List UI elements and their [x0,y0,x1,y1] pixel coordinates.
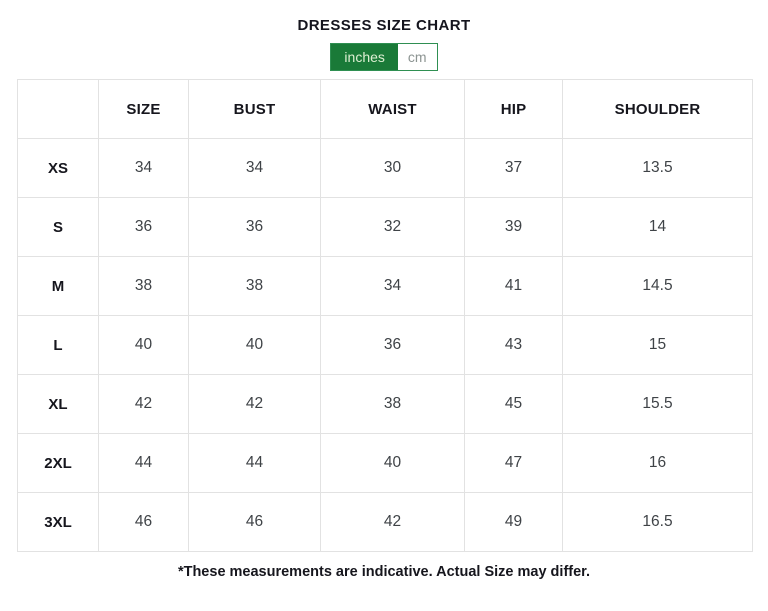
size-row-3xl: 3XL 46 46 42 49 16.5 [17,492,753,552]
disclaimer-text: *These measurements are indicative. Actu… [177,564,591,580]
measurement-cell: 14 [562,197,753,257]
row-label-cell: 3XL [17,492,99,552]
measurement-cell: 40 [188,315,321,375]
unit-cm-button[interactable]: cm [397,44,437,70]
header-cell-bust: BUST [188,79,321,139]
measurement-cell: 46 [98,492,189,552]
measurement-cell: 30 [320,138,465,198]
measurement-cell: 40 [98,315,189,375]
header-cell-shoulder: SHOULDER [562,79,753,139]
header-row: SIZE BUST WAIST HIP SHOULDER [17,79,753,139]
measurement-cell: 15 [562,315,753,375]
unit-toggle: inches cm [330,43,438,71]
measurement-cell: 47 [464,433,563,493]
measurement-cell: 42 [98,374,189,434]
measurement-cell: 42 [320,492,465,552]
row-label-cell: M [17,256,99,316]
measurement-cell: 14.5 [562,256,753,316]
row-label-cell: S [17,197,99,257]
measurement-cell: 37 [464,138,563,198]
measurement-cell: 36 [188,197,321,257]
header-cell-waist: WAIST [320,79,465,139]
measurement-cell: 15.5 [562,374,753,434]
measurement-cell: 38 [98,256,189,316]
measurement-cell: 36 [98,197,189,257]
measurement-cell: 41 [464,256,563,316]
header-cell-size: SIZE [98,79,189,139]
measurement-cell: 34 [320,256,465,316]
measurement-cell: 32 [320,197,465,257]
measurement-cell: 13.5 [562,138,753,198]
measurement-cell: 34 [98,138,189,198]
size-row-xs: XS 34 34 30 37 13.5 [17,138,753,198]
measurement-cell: 38 [320,374,465,434]
size-chart-table: SIZE BUST WAIST HIP SHOULDER XS 34 34 30… [17,79,753,552]
header-cell-hip: HIP [464,79,563,139]
unit-inches-button[interactable]: inches [331,44,398,70]
measurement-cell: 49 [464,492,563,552]
measurement-cell: 16 [562,433,753,493]
size-row-xl: XL 42 42 38 45 15.5 [17,374,753,434]
measurement-cell: 43 [464,315,563,375]
measurement-cell: 44 [188,433,321,493]
measurement-cell: 39 [464,197,563,257]
measurement-cell: 44 [98,433,189,493]
size-row-2xl: 2XL 44 44 40 47 16 [17,433,753,493]
measurement-cell: 38 [188,256,321,316]
size-row-l: L 40 40 36 43 15 [17,315,753,375]
page-title: DRESSES SIZE CHART [297,17,471,34]
row-label-cell: L [17,315,99,375]
measurement-cell: 45 [464,374,563,434]
header-cell-blank [17,79,99,139]
row-label-cell: XS [17,138,99,198]
size-row-m: M 38 38 34 41 14.5 [17,256,753,316]
size-row-s: S 36 36 32 39 14 [17,197,753,257]
measurement-cell: 16.5 [562,492,753,552]
measurement-cell: 46 [188,492,321,552]
row-label-cell: 2XL [17,433,99,493]
row-label-cell: XL [17,374,99,434]
measurement-cell: 42 [188,374,321,434]
unit-toggle-row: inches cm [0,43,768,71]
measurement-cell: 36 [320,315,465,375]
measurement-cell: 40 [320,433,465,493]
measurement-cell: 34 [188,138,321,198]
